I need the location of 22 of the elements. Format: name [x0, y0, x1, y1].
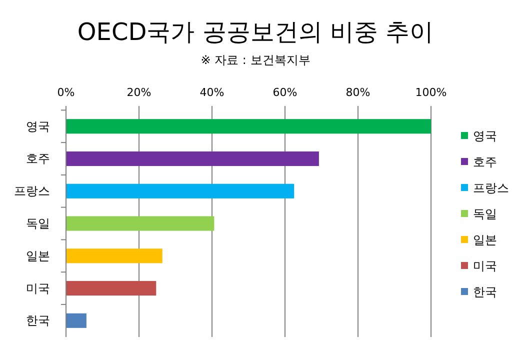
- legend-label: 일본: [473, 233, 497, 247]
- x-tick-label: 40%: [200, 86, 224, 99]
- legend-label: 호주: [473, 155, 497, 169]
- y-tick-label: 호주: [26, 152, 50, 166]
- x-tick-label: 80%: [346, 86, 370, 99]
- legend-label: 미국: [473, 259, 497, 273]
- chart-subtitle: ※ 자료 : 보건복지부: [200, 53, 310, 67]
- y-tick-label: 한국: [26, 314, 50, 328]
- y-tick-label: 독일: [26, 216, 50, 230]
- y-tick-label: 프랑스: [14, 184, 50, 198]
- x-tick-label: 0%: [57, 86, 75, 99]
- x-tick-label: 100%: [415, 86, 447, 99]
- chart-title: OECD국가 공공보건의 비중 추이: [77, 18, 434, 46]
- legend-label: 한국: [473, 285, 497, 299]
- x-tick-label: 60%: [272, 86, 298, 99]
- y-tick-label: 미국: [26, 281, 50, 296]
- x-tick-label: 20%: [126, 86, 152, 99]
- legend-label: 영국: [473, 129, 497, 143]
- legend-label: 프랑스: [473, 181, 509, 195]
- y-tick-label: 영국: [26, 119, 50, 134]
- y-tick-label: 일본: [26, 248, 50, 263]
- legend-label: 독일: [473, 207, 497, 221]
